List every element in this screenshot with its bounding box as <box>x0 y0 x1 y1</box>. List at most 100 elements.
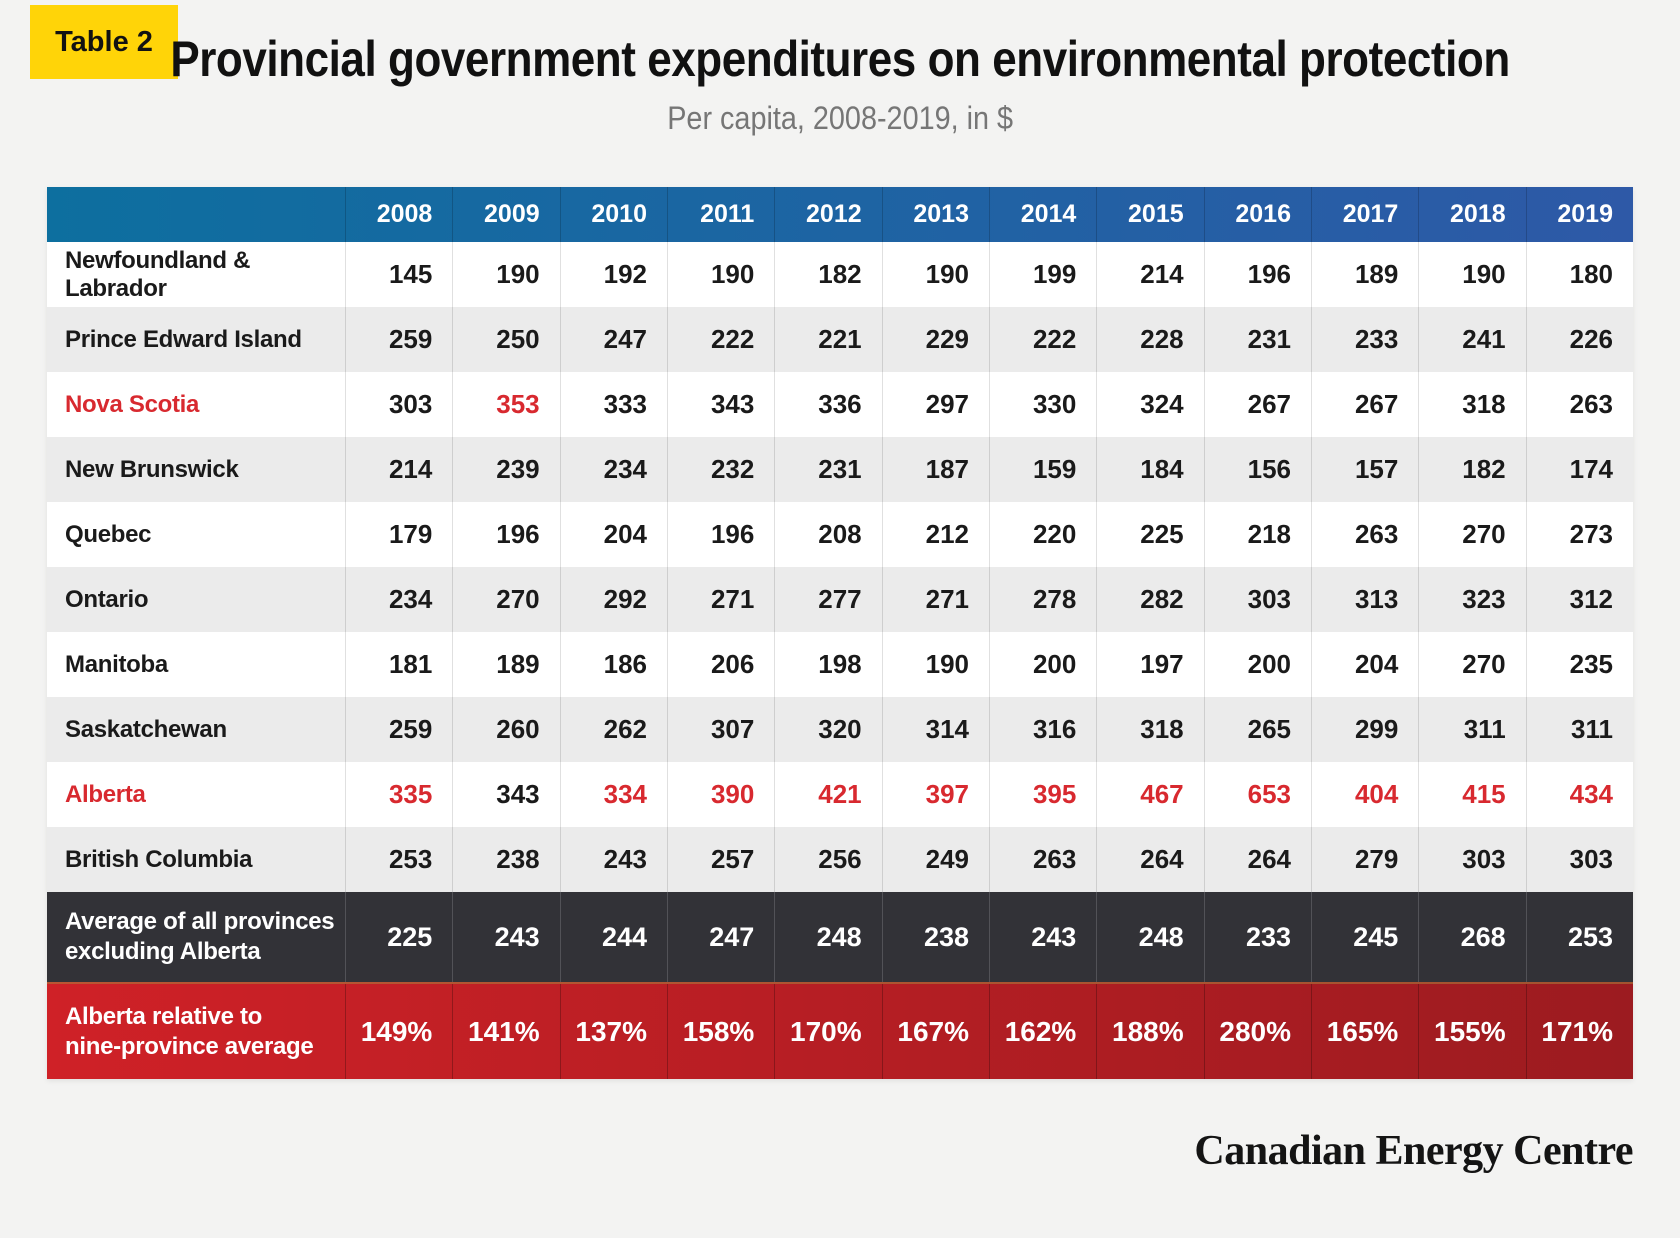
value-cell: 206 <box>667 632 774 697</box>
summary-value-cell: 170% <box>774 984 881 1079</box>
year-header-2010: 2010 <box>559 187 667 242</box>
value-cell: 200 <box>1203 632 1311 697</box>
table-row: Manitoba 181 189 186 206 198 190 200 197 200 204 27… <box>47 632 1633 697</box>
value-cell: 145 <box>345 242 452 307</box>
average-row: Average of all provinces excluding Albert… <box>47 892 1633 982</box>
year-header-2015: 2015 <box>1096 187 1203 242</box>
year-header-2012: 2012 <box>774 187 881 242</box>
year-header-2013: 2013 <box>881 187 989 242</box>
value-cell: 156 <box>1203 437 1311 502</box>
year-header-2016: 2016 <box>1203 187 1311 242</box>
value-cell: 253 <box>345 827 452 892</box>
year-header-2014: 2014 <box>989 187 1096 242</box>
value-cell: 336 <box>774 372 881 437</box>
province-label: Manitoba <box>65 650 168 678</box>
value-cell: 314 <box>881 697 989 762</box>
value-cell: 235 <box>1525 632 1633 697</box>
value-cell: 421 <box>774 762 881 827</box>
value-cell: 307 <box>667 697 774 762</box>
value-cell: 250 <box>452 307 559 372</box>
year-header-2018: 2018 <box>1418 187 1525 242</box>
summary-label: Average of all provinces excluding Albert… <box>47 892 345 982</box>
value-cell: 214 <box>1096 242 1203 307</box>
value-cell: 311 <box>1525 697 1633 762</box>
value-cell: 257 <box>667 827 774 892</box>
value-cell: 353 <box>452 372 559 437</box>
table-row: Ontario 234 270 292 271 277 271 278 282 303 313 323… <box>47 567 1633 632</box>
summary-value-cell: 245 <box>1311 892 1418 982</box>
table-row: Quebec 179 196 204 196 208 212 220 225 218 263 270 2… <box>47 502 1633 567</box>
value-cell: 323 <box>1418 567 1525 632</box>
table-row: New Brunswick 214 239 234 232 231 187 159 184 156… <box>47 437 1633 502</box>
value-cell: 249 <box>881 827 989 892</box>
value-cell: 303 <box>1525 827 1633 892</box>
value-cell: 186 <box>559 632 667 697</box>
summary-value-cell: 162% <box>989 984 1096 1079</box>
summary-value-cell: 171% <box>1525 984 1633 1079</box>
summary-value-cell: 137% <box>559 984 667 1079</box>
value-cell: 271 <box>881 567 989 632</box>
province-label: Saskatchewan <box>65 715 227 743</box>
value-cell: 311 <box>1418 697 1525 762</box>
value-cell: 220 <box>989 502 1096 567</box>
summary-value-cell: 141% <box>452 984 559 1079</box>
value-cell: 199 <box>989 242 1096 307</box>
value-cell: 262 <box>559 697 667 762</box>
value-cell: 196 <box>452 502 559 567</box>
value-cell: 247 <box>559 307 667 372</box>
year-header-2017: 2017 <box>1311 187 1418 242</box>
value-cell: 190 <box>1418 242 1525 307</box>
value-cell: 297 <box>881 372 989 437</box>
value-cell: 232 <box>667 437 774 502</box>
value-cell: 264 <box>1203 827 1311 892</box>
table-row: Nova Scotia 303 353 333 343 336 297 330 324 267 26… <box>47 372 1633 437</box>
summary-value-cell: 165% <box>1311 984 1418 1079</box>
value-cell: 174 <box>1525 437 1633 502</box>
value-cell: 229 <box>881 307 989 372</box>
value-cell: 239 <box>452 437 559 502</box>
value-cell: 198 <box>774 632 881 697</box>
page-subtitle: Per capita, 2008-2019, in $ <box>667 100 1013 136</box>
summary-value-cell: 253 <box>1525 892 1633 982</box>
value-cell: 234 <box>345 567 452 632</box>
value-cell: 231 <box>774 437 881 502</box>
summary-value-cell: 248 <box>1096 892 1203 982</box>
table-row: Prince Edward Island 259 250 247 222 221 229 22… <box>47 307 1633 372</box>
value-cell: 238 <box>452 827 559 892</box>
value-cell: 467 <box>1096 762 1203 827</box>
value-cell: 190 <box>881 242 989 307</box>
value-cell: 277 <box>774 567 881 632</box>
province-label: Newfoundland & Labrador <box>65 246 251 302</box>
value-cell: 263 <box>1311 502 1418 567</box>
subtitle-bar: Per capita, 2008-2019, in $ <box>0 100 1680 137</box>
value-cell: 157 <box>1311 437 1418 502</box>
value-cell: 234 <box>559 437 667 502</box>
value-cell: 241 <box>1418 307 1525 372</box>
value-cell: 404 <box>1311 762 1418 827</box>
value-cell: 189 <box>1311 242 1418 307</box>
summary-label-line: nine-province average <box>65 1032 314 1060</box>
year-header-2019: 2019 <box>1525 187 1633 242</box>
value-cell: 190 <box>667 242 774 307</box>
value-cell: 333 <box>559 372 667 437</box>
value-cell: 263 <box>1525 372 1633 437</box>
summary-value-cell: 280% <box>1203 984 1311 1079</box>
value-cell: 270 <box>452 567 559 632</box>
value-cell: 187 <box>881 437 989 502</box>
value-cell: 231 <box>1203 307 1311 372</box>
value-cell: 320 <box>774 697 881 762</box>
year-header-row: 2008 2009 2010 2011 2012 2013 2014 2015 2016 2017… <box>47 187 1633 242</box>
value-cell: 395 <box>989 762 1096 827</box>
summary-value-cell: 238 <box>881 892 989 982</box>
value-cell: 263 <box>989 827 1096 892</box>
footer: Canadian Energy Centre <box>0 1127 1680 1175</box>
page-title: Provincial government expenditures on en… <box>170 31 1510 87</box>
value-cell: 192 <box>559 242 667 307</box>
summary-label-line: Average of all provinces <box>65 908 335 935</box>
value-cell: 270 <box>1418 632 1525 697</box>
summary-value-cell: 167% <box>881 984 989 1079</box>
value-cell: 343 <box>667 372 774 437</box>
value-cell: 330 <box>989 372 1096 437</box>
summary-value-cell: 188% <box>1096 984 1203 1079</box>
expenditures-table: 2008 2009 2010 2011 2012 2013 2014 2015 2016 2017… <box>47 187 1633 1079</box>
